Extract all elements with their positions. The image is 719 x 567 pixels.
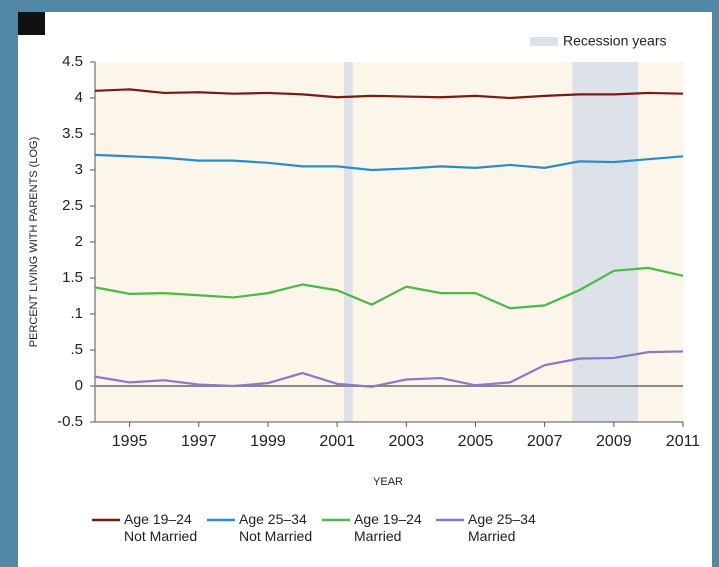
x-axis-label: YEAR xyxy=(373,476,403,488)
x-tick-label: 2005 xyxy=(458,433,494,450)
legend-label: Age 19–24 Not Married xyxy=(124,511,198,544)
x-tick-label: 2007 xyxy=(527,433,563,450)
y-tick-label: 1.5 xyxy=(62,269,83,286)
recession-band xyxy=(344,62,353,422)
series-line xyxy=(94,153,684,172)
x-tick-label: 2009 xyxy=(596,433,632,450)
x-tick-label: 1997 xyxy=(181,433,217,450)
y-tick-label: 2.5 xyxy=(62,197,83,214)
y-tick-label: .1 xyxy=(70,305,83,322)
y-tick-label: 3 xyxy=(75,161,83,178)
x-tick-label: 1999 xyxy=(250,433,286,450)
corner-block xyxy=(18,12,45,35)
legend-label: Age 25–34 Married xyxy=(468,511,536,544)
recession-legend-label: Recession years xyxy=(563,33,667,49)
y-tick-label: 0 xyxy=(75,377,83,394)
y-axis-label: PERCENT LIVING WITH PARENTS (LOG) xyxy=(28,137,40,347)
y-tick-label: -0.5 xyxy=(57,413,83,430)
y-tick-label: 3.5 xyxy=(62,125,83,142)
series-line xyxy=(94,88,684,100)
recession-legend-swatch xyxy=(530,37,558,46)
series-line xyxy=(94,266,684,310)
x-tick-label: 2003 xyxy=(388,433,424,450)
y-tick-label: .5 xyxy=(70,341,83,358)
series-line xyxy=(94,350,684,388)
y-tick-label: 4.5 xyxy=(62,53,83,70)
legend-label: Age 19–24 Married xyxy=(354,511,422,544)
x-tick-label: 1995 xyxy=(112,433,148,450)
x-tick-label: 2011 xyxy=(666,433,701,450)
recession-band xyxy=(572,62,639,422)
y-tick-label: 2 xyxy=(75,233,83,250)
y-tick-label: 4 xyxy=(75,89,83,106)
legend-label: Age 25–34 Not Married xyxy=(239,511,313,544)
x-tick-label: 2001 xyxy=(319,433,355,450)
